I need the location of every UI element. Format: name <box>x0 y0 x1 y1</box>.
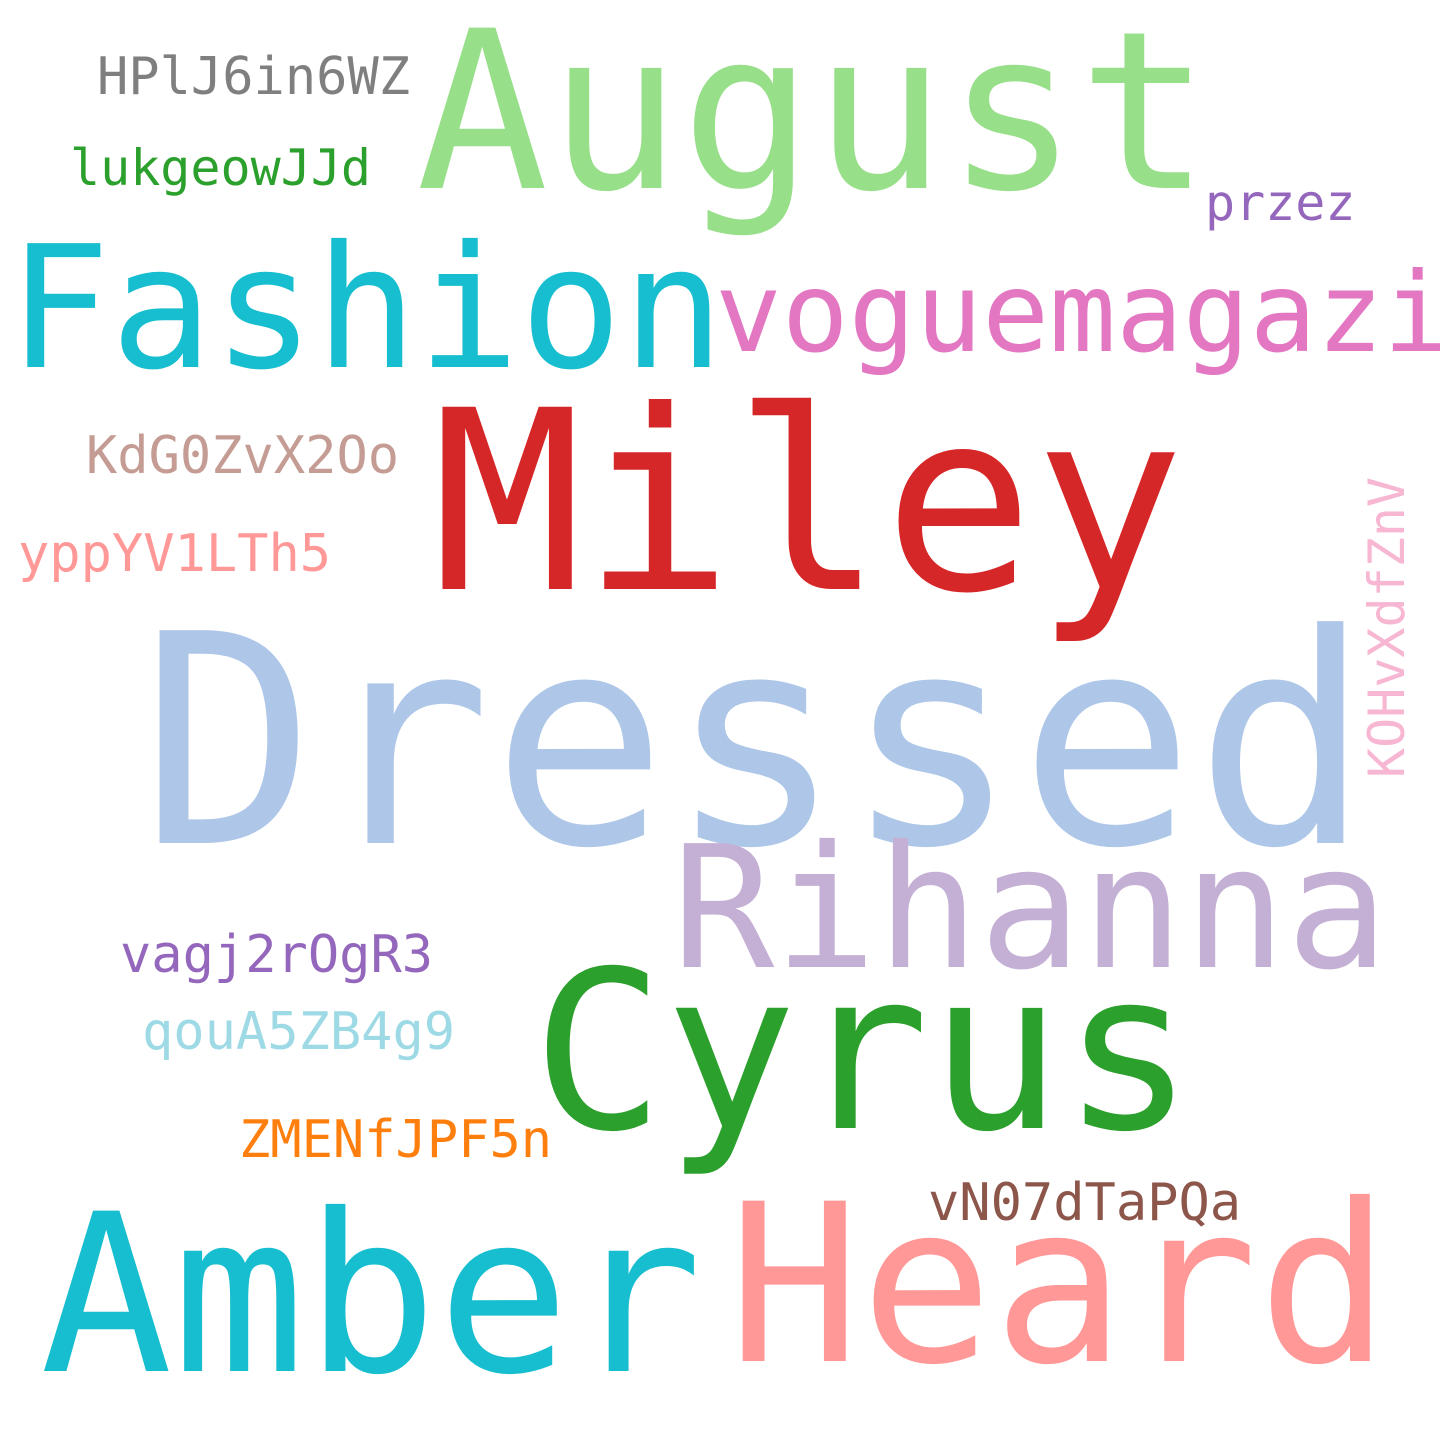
word-cyrus: Cyrus <box>532 942 1194 1162</box>
word-hpl: HPlJ6in6WZ <box>97 51 410 103</box>
word-amber: Amber <box>40 1185 702 1405</box>
word-vagj: vagj2rOgR3 <box>120 929 433 981</box>
word-qoua: qouA5ZB4g9 <box>142 1006 455 1058</box>
word-zmen: ZMENfJPF5n <box>239 1114 552 1166</box>
word-august: August <box>416 2 1211 222</box>
word-vogue: voguemagazine <box>715 258 1440 369</box>
word-heard: Heard <box>728 1175 1390 1395</box>
word-przez: przez <box>1205 178 1356 228</box>
word-kdg: KdG0ZvX2Oo <box>86 430 399 482</box>
word-lukge: lukgeowJJd <box>70 143 371 193</box>
